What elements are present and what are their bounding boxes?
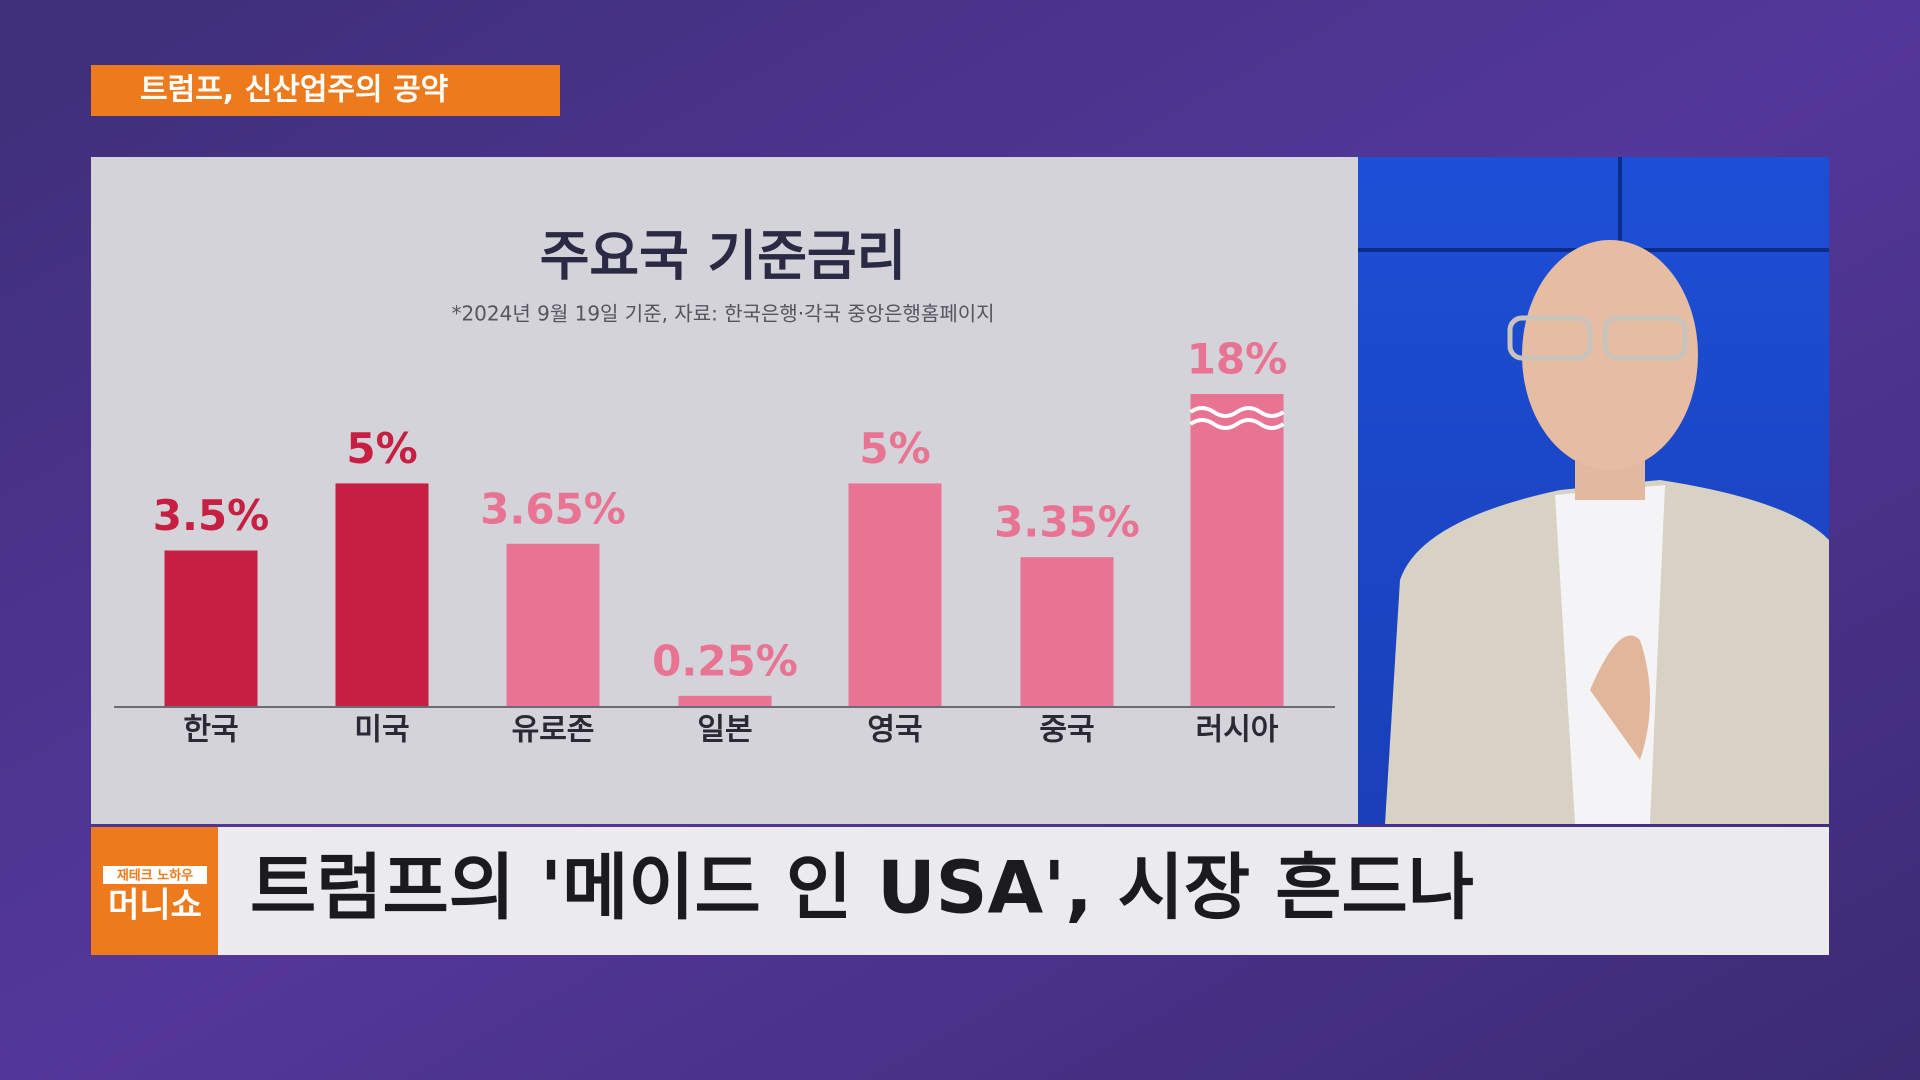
value-label: 5% (346, 424, 417, 473)
logo-label-bg (103, 866, 207, 884)
glasses (1507, 315, 1593, 361)
bar (164, 550, 258, 707)
logo-box (91, 827, 218, 955)
headline-bar (91, 827, 1829, 955)
x-tick-label: 일본 (697, 713, 752, 748)
headline: 트럼프의 '메이드 인 USA', 시장 흔드나 (250, 846, 1474, 930)
x-tick-label: 러시아 (1196, 713, 1279, 748)
tag-text: 트럼프, 신산업주의 공약 (140, 73, 448, 108)
chart-title: 주요국 기준금리 (540, 225, 907, 288)
x-tick-label: 중국 (1039, 713, 1094, 748)
tag-box (91, 65, 560, 116)
bar (506, 543, 600, 707)
x-tick-label: 영국 (867, 713, 922, 748)
glasses (1602, 315, 1688, 361)
bar (678, 695, 772, 707)
value-label: 3.5% (153, 491, 269, 540)
bar (848, 483, 942, 707)
bar (1190, 394, 1284, 707)
chart-panel (91, 157, 1358, 824)
value-label: 0.25% (652, 636, 798, 685)
value-label: 3.35% (994, 498, 1140, 547)
bar (335, 483, 429, 707)
x-tick-label: 한국 (183, 713, 238, 748)
x-tick-label: 미국 (354, 713, 409, 748)
hand (1590, 635, 1650, 760)
value-label: 3.65% (480, 484, 626, 533)
logo-top: 재테크 노하우 (117, 868, 193, 884)
value-label: 5% (859, 424, 930, 473)
axis-break (1189, 418, 1285, 430)
logo-main: 머니쇼 (108, 886, 202, 926)
plot: 3.5% 한국 5% 미국 3.65% 유로존 0.25% 일본 5% 영국 3.35% 중국 18% 러… (153, 335, 1288, 748)
studio-video (1358, 157, 1829, 824)
x-tick-label: 유로존 (512, 713, 595, 748)
axis-break (1189, 406, 1285, 418)
chart-subtitle: *2024년 9월 19일 기준, 자료: 한국은행·각국 중앙은행홈페이지 (451, 302, 994, 326)
value-label: 18% (1187, 335, 1288, 384)
bar (1020, 557, 1114, 707)
